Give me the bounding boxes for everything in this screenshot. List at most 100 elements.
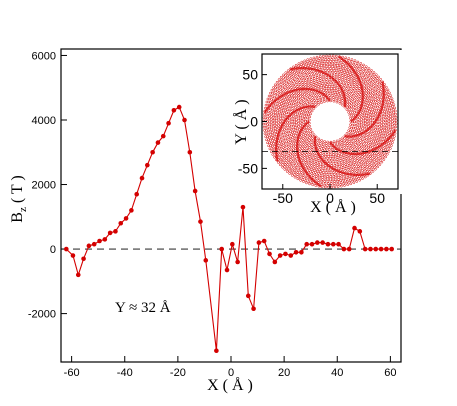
ring-point bbox=[389, 139, 393, 143]
ring-point bbox=[369, 119, 373, 123]
ring-point bbox=[388, 131, 392, 134]
ring-point bbox=[332, 99, 336, 103]
ring-point bbox=[389, 147, 392, 150]
ring-point bbox=[358, 74, 362, 77]
ring-point bbox=[283, 131, 287, 134]
ring-point bbox=[288, 146, 292, 149]
ring-point bbox=[338, 166, 342, 170]
ring-point bbox=[319, 75, 322, 78]
ring-point bbox=[323, 173, 327, 176]
ring-point bbox=[284, 134, 288, 137]
ring-point bbox=[277, 149, 281, 152]
ring-point bbox=[365, 137, 368, 141]
ring-point bbox=[341, 99, 344, 102]
ring-point bbox=[344, 56, 348, 60]
ring-point bbox=[343, 174, 347, 178]
ring-point bbox=[382, 119, 385, 123]
ring-point bbox=[278, 103, 281, 106]
ring-point bbox=[380, 124, 383, 127]
x-axis-label: X ( Å ) bbox=[207, 376, 253, 394]
ring-point bbox=[342, 161, 346, 165]
ring-point bbox=[286, 121, 289, 124]
ring-point bbox=[303, 59, 307, 63]
ring-point bbox=[339, 179, 342, 183]
ring-point bbox=[360, 111, 364, 114]
bz-data-point bbox=[272, 259, 278, 265]
ring-point bbox=[337, 144, 340, 148]
ring-point bbox=[275, 80, 279, 84]
ring-point bbox=[322, 174, 326, 178]
ring-point bbox=[337, 93, 340, 97]
ring-point bbox=[318, 66, 322, 69]
ring-point bbox=[299, 136, 303, 140]
bz-data-point bbox=[134, 191, 140, 197]
ring-point bbox=[338, 152, 342, 155]
ring-point bbox=[278, 142, 281, 145]
ring-point bbox=[286, 85, 289, 88]
ring-point bbox=[362, 117, 365, 121]
x-tick-label: 60 bbox=[384, 367, 396, 379]
ring-point bbox=[367, 132, 371, 135]
inset-background bbox=[258, 50, 403, 194]
ring-point bbox=[363, 140, 367, 144]
x-tick-label: 40 bbox=[331, 367, 343, 379]
ring-point bbox=[330, 176, 334, 180]
ring-point bbox=[282, 146, 285, 149]
ring-point bbox=[327, 176, 331, 180]
ring-point bbox=[337, 90, 341, 93]
ring-point bbox=[293, 137, 297, 140]
ring-point bbox=[336, 185, 340, 188]
inset-plot-frame bbox=[261, 53, 399, 190]
ring-point bbox=[280, 118, 284, 122]
ring-point bbox=[371, 155, 375, 158]
ring-point bbox=[324, 65, 328, 69]
ring-point bbox=[394, 119, 398, 122]
ring-point bbox=[347, 147, 350, 151]
ring-point bbox=[348, 70, 351, 74]
ring-point bbox=[313, 157, 317, 161]
ring-point bbox=[276, 102, 280, 105]
ring-point bbox=[278, 137, 281, 141]
ring-point bbox=[387, 134, 391, 137]
ring-point bbox=[292, 134, 296, 137]
ring-point bbox=[282, 90, 285, 94]
ring-point bbox=[387, 114, 390, 117]
ring-point bbox=[364, 161, 368, 165]
ring-point bbox=[284, 87, 287, 91]
ring-point bbox=[351, 132, 355, 136]
ring-point bbox=[380, 138, 384, 141]
ring-point bbox=[282, 101, 286, 104]
ring-point bbox=[275, 122, 278, 125]
ring-point bbox=[317, 85, 320, 88]
ring-point bbox=[305, 126, 308, 129]
ring-point bbox=[331, 85, 335, 88]
ring-point bbox=[305, 113, 308, 117]
ring-point bbox=[291, 115, 295, 118]
ring-point bbox=[376, 112, 379, 115]
ring-point bbox=[277, 106, 280, 109]
ring-point bbox=[341, 61, 345, 65]
ring-point bbox=[322, 76, 325, 80]
ring-point bbox=[297, 74, 301, 78]
ring-point bbox=[295, 76, 298, 80]
inset-y-tick-label: 0 bbox=[250, 114, 258, 130]
bz-data-point bbox=[64, 246, 69, 252]
bz-data-point bbox=[346, 246, 352, 252]
ring-point bbox=[364, 159, 368, 162]
ring-point bbox=[305, 181, 308, 185]
ring-point bbox=[292, 92, 295, 95]
ring-point bbox=[266, 135, 269, 138]
ring-point bbox=[289, 84, 293, 87]
ring-point bbox=[363, 112, 366, 116]
inset-y-tick-label: -50 bbox=[238, 160, 258, 176]
ring-point bbox=[351, 64, 354, 67]
ring-point bbox=[335, 152, 339, 156]
ring-point bbox=[374, 80, 378, 84]
ring-point bbox=[327, 69, 330, 72]
ring-point bbox=[388, 91, 391, 95]
ring-point bbox=[291, 118, 295, 122]
ring-point bbox=[371, 117, 374, 121]
ring-point bbox=[294, 129, 298, 132]
ring-point bbox=[363, 115, 367, 119]
ring-point bbox=[325, 85, 328, 88]
